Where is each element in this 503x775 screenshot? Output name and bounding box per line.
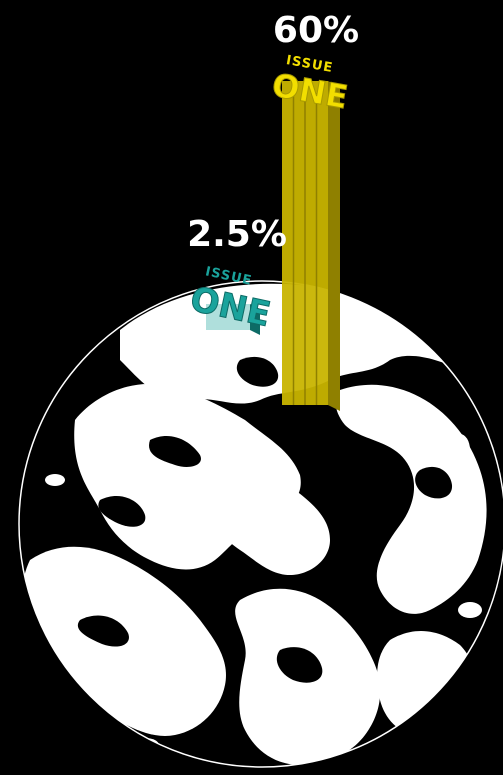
globe-landmasses: [22, 283, 487, 765]
bar-side-large: [328, 81, 340, 411]
value-label-small: 2.5%: [187, 214, 287, 255]
bar-side-small: [250, 304, 260, 335]
globe-relief: [77, 356, 453, 683]
value-label-large: 60%: [273, 10, 359, 51]
bar-front-small: [206, 304, 250, 330]
bar-small: [206, 304, 260, 335]
bar-large: [282, 81, 340, 411]
large-logo-line2: ONE: [269, 66, 350, 117]
bars-layer: [206, 81, 340, 411]
globe-outline: [18, 280, 503, 768]
globe: [18, 280, 503, 768]
large-bar-logo: ISSUE ONE: [269, 53, 351, 117]
